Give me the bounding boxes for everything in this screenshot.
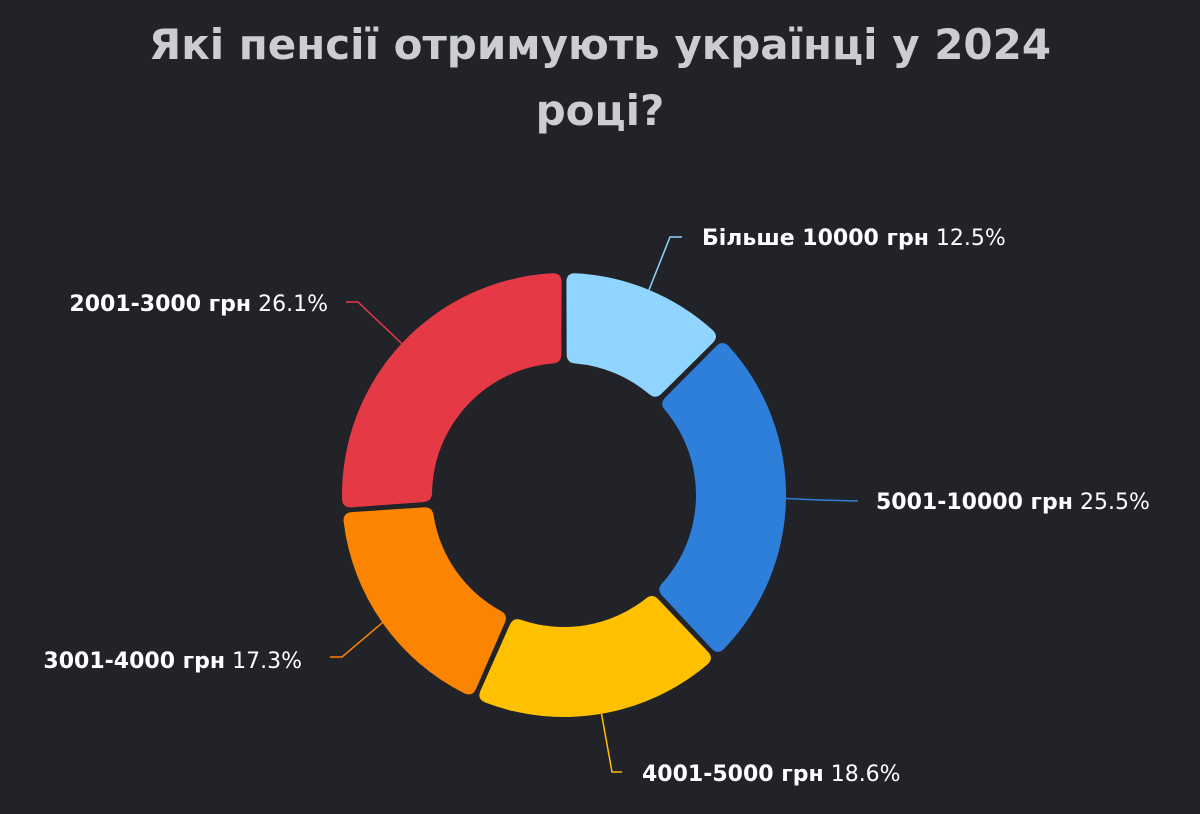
slice-label-value-1: 12.5%	[929, 226, 1006, 251]
slice-label-value-2: 25.5%	[1073, 490, 1150, 515]
slice-label-name-5: 2001-3000 грн	[69, 292, 251, 317]
slice-label-2: 5001-10000 грн 25.5%	[876, 490, 1150, 515]
leader-line-3	[600, 713, 622, 773]
donut-slices	[341, 273, 787, 717]
slice-labels: Більше 10000 грн 12.5% 5001-10000 грн 25.…	[43, 226, 1150, 787]
slice-label-5: 2001-3000 грн 26.1%	[69, 292, 328, 317]
leader-line-5	[346, 301, 403, 345]
leader-line-1	[648, 236, 682, 291]
slice-label-value-4: 17.3%	[225, 649, 302, 674]
leader-line-4	[330, 622, 383, 658]
slice-label-name-4: 3001-4000 грн	[43, 649, 225, 674]
slice-label-1: Більше 10000 грн 12.5%	[702, 226, 1006, 251]
donut-slice-3	[479, 596, 711, 717]
chart-title-line-1: Які пенсії отримують українці у 2024	[148, 20, 1052, 69]
donut-slice-2	[659, 343, 787, 652]
donut-slice-5	[341, 273, 562, 508]
slice-label-3: 4001-5000 грн 18.6%	[642, 762, 901, 787]
leader-line-2	[785, 497, 859, 502]
chart-title: Які пенсії отримують українці у 2024 роц…	[0, 12, 1200, 144]
slice-label-name-1: Більше 10000 грн	[702, 226, 929, 251]
slice-label-name-2: 5001-10000 грн	[876, 490, 1073, 515]
chart-title-line-2: році?	[535, 86, 665, 135]
slice-label-value-3: 18.6%	[824, 762, 901, 787]
donut-slice-4	[343, 507, 506, 695]
slice-label-4: 3001-4000 грн 17.3%	[43, 649, 302, 674]
slice-label-name-3: 4001-5000 грн	[642, 762, 824, 787]
donut-slice-1	[566, 273, 716, 397]
leader-lines	[330, 236, 859, 773]
slice-label-value-5: 26.1%	[251, 292, 328, 317]
